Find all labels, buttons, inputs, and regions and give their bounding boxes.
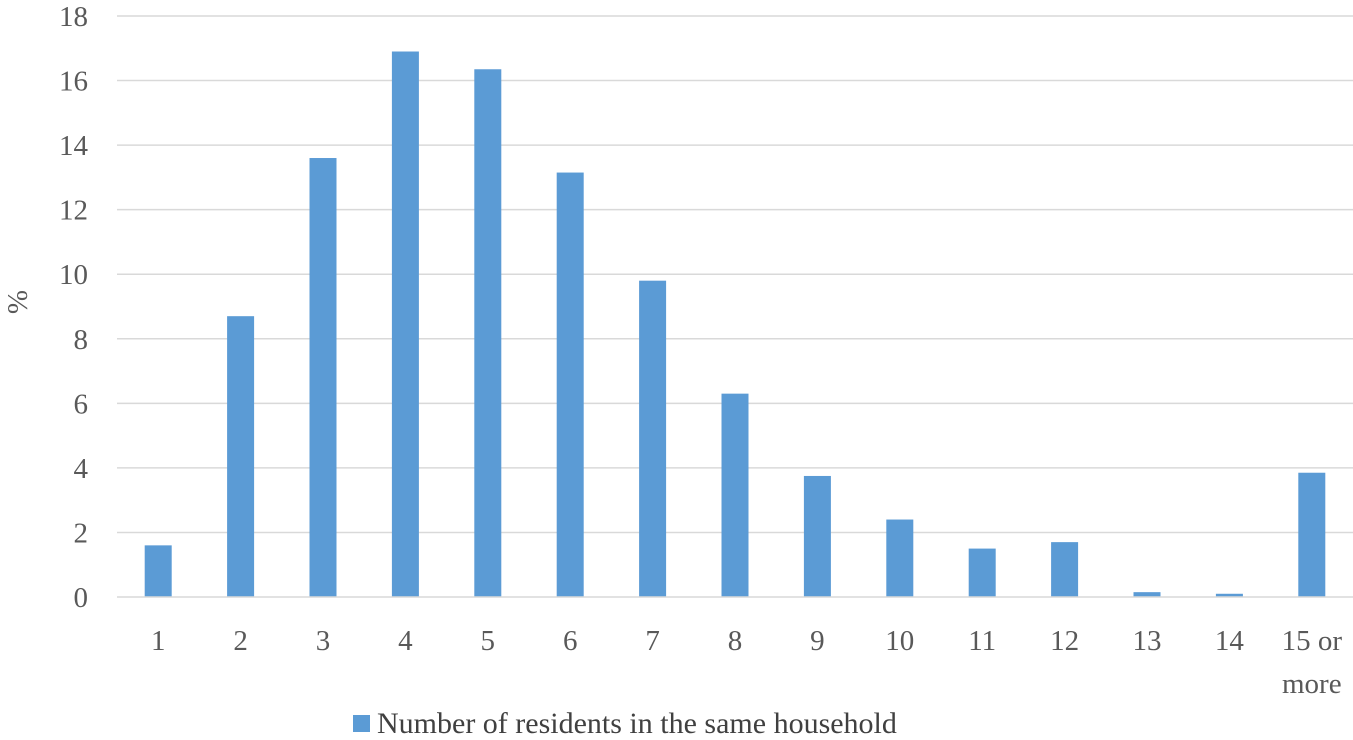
x-tick-label: 7: [645, 625, 660, 657]
y-tick-label: 12: [59, 195, 88, 227]
y-tick-label: 0: [74, 582, 89, 614]
y-tick-label: 18: [59, 1, 88, 33]
bar-6: [556, 172, 584, 597]
x-tick-label: 10: [885, 625, 914, 657]
x-tick-label: 4: [398, 625, 413, 657]
legend-label: Number of residents in the same househol…: [377, 707, 897, 740]
x-tick-label: 8: [728, 625, 743, 657]
bar-11: [968, 548, 996, 597]
legend: Number of residents in the same househol…: [353, 707, 897, 740]
bar-9: [803, 475, 831, 597]
bar-7: [639, 280, 667, 597]
x-tick-label: 12: [1050, 625, 1079, 657]
bar-14: [1215, 593, 1243, 597]
bar-1: [144, 545, 172, 597]
bar-5: [474, 69, 502, 598]
y-tick-label: 16: [59, 66, 88, 98]
y-tick-label: 14: [59, 130, 89, 162]
bar-4: [391, 51, 419, 597]
x-tick-label: 3: [316, 625, 331, 657]
y-axis-title: %: [2, 290, 34, 314]
bar-3: [309, 158, 337, 597]
x-tick-label: 11: [968, 625, 996, 657]
y-tick-label: 2: [74, 517, 89, 549]
x-tick-label: 5: [481, 625, 496, 657]
x-tick-label: 6: [563, 625, 578, 657]
bar-13: [1133, 592, 1161, 597]
bars: [144, 51, 1326, 598]
legend-swatch: [353, 715, 370, 732]
x-axis-ticks: 1 2 3 4 5 6 7 8 9 10 11 12 13 14 15 or more: [151, 625, 1342, 700]
x-tick-label: 9: [810, 625, 825, 657]
bar-2: [227, 316, 255, 597]
y-tick-label: 8: [74, 324, 89, 356]
y-tick-label: 4: [74, 453, 89, 485]
y-tick-label: 6: [74, 388, 89, 420]
x-tick-label: 1: [151, 625, 166, 657]
x-tick-label: 15 or more: [1282, 625, 1343, 700]
bar-15-or-more: [1298, 472, 1326, 597]
bar-12: [1051, 542, 1079, 597]
x-tick-label: 14: [1215, 625, 1245, 657]
bar-10: [886, 519, 914, 597]
x-tick-label: 2: [233, 625, 248, 657]
y-axis-ticks: 0 2 4 6 8 10 12 14 16 18: [59, 1, 89, 614]
x-tick-label: 13: [1133, 625, 1162, 657]
bar-8: [721, 393, 749, 597]
y-tick-label: 10: [59, 259, 88, 291]
